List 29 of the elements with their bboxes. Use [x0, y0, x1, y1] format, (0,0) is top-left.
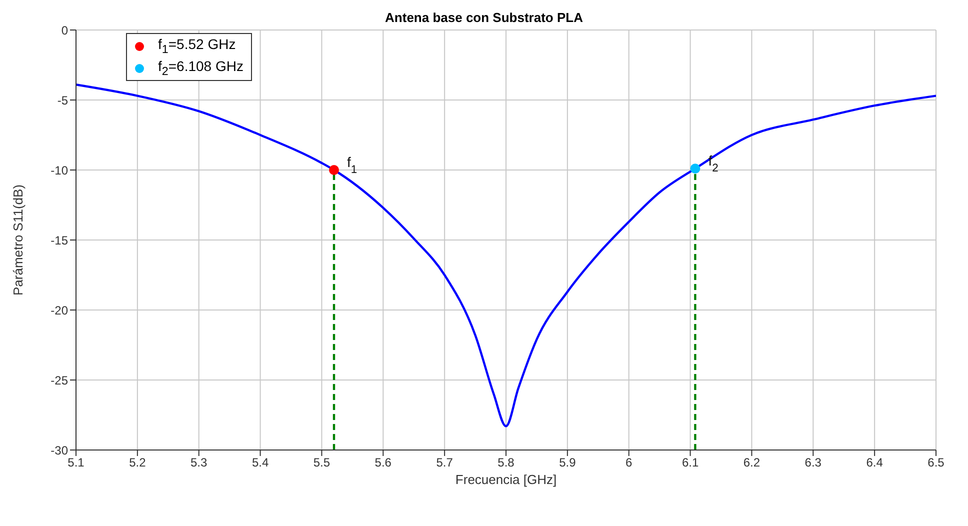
y-tick-label: -30	[50, 443, 68, 458]
x-tick-label: 6	[626, 456, 633, 470]
line-series	[76, 84, 936, 428]
x-tick-label: 5.3	[190, 456, 208, 470]
y-tick-label: -5	[57, 93, 68, 108]
y-tick-label: -25	[50, 373, 68, 388]
y-tick-label: 0	[61, 23, 68, 38]
x-tick-label: 6.2	[743, 456, 760, 470]
x-tick-label: 5.8	[498, 456, 515, 470]
chart-title: Antena base con Substrato PLA	[385, 10, 584, 25]
y-tick-label: -10	[50, 163, 68, 178]
x-tick-label: 5.9	[559, 456, 576, 470]
y-axis-title: Parámetro S11(dB)	[10, 184, 26, 296]
annotation: f$_{1}$	[347, 154, 358, 176]
legend-label: f$_{2}$=6.108 GHz	[158, 58, 244, 78]
x-tick-label: 5.7	[436, 456, 454, 470]
legend-label: f$_{1}$=5.52 GHz	[158, 36, 236, 56]
x-tick-label: 6.1	[682, 456, 699, 470]
x-tick-label: 5.6	[374, 456, 392, 470]
x-tick-label: 6.5	[928, 456, 945, 470]
x-tick-label: 5.5	[313, 456, 330, 470]
x-tick-label: 6.4	[866, 456, 884, 470]
x-tick-label: 5.4	[252, 456, 269, 470]
y-tick-label: -15	[50, 233, 68, 248]
y-tick-label: -20	[50, 303, 68, 318]
x-axis-title: Frecuencia [GHz]	[455, 472, 557, 487]
x-tick-label: 6.3	[804, 456, 822, 470]
x-tick-label: 5.2	[129, 456, 146, 470]
x-tick-label: 5.1	[68, 456, 85, 470]
